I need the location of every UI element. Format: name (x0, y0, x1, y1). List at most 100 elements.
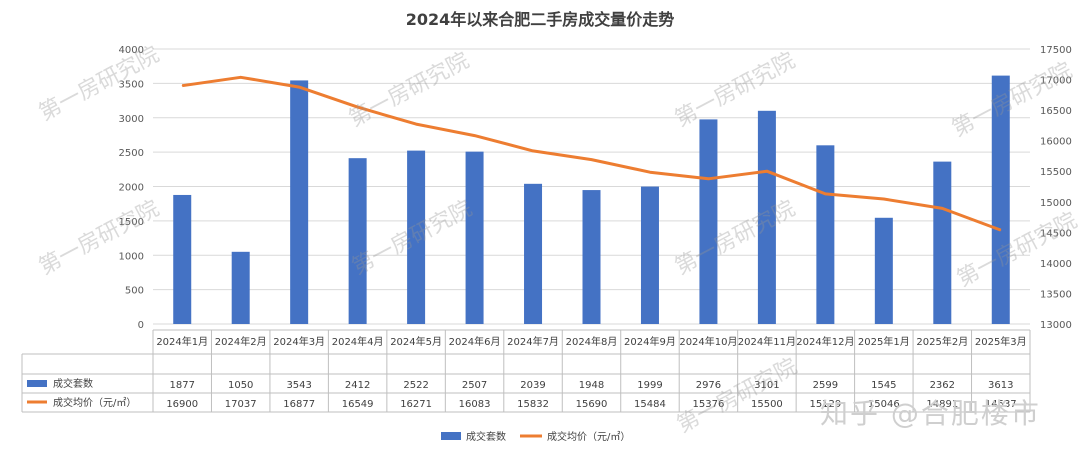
bar-mark (348, 158, 367, 324)
bar-mark (874, 217, 893, 324)
y-right-tick-label: 16000 (1040, 137, 1072, 148)
table-cell-value: 15376 (693, 399, 725, 410)
table-cell-value: 15832 (517, 399, 549, 410)
table-row-label: 成交套数 (53, 377, 93, 390)
table-cell-value: 16083 (459, 399, 491, 410)
table-cell-value: 1545 (871, 380, 896, 391)
bar-mark (699, 119, 718, 325)
y-left-tick-label: 4000 (119, 45, 144, 56)
table-cell-value: 15046 (868, 399, 900, 410)
table-cell-value: 2039 (520, 380, 545, 391)
legend-key-bar (441, 432, 461, 440)
y-right-tick-label: 17500 (1040, 45, 1072, 56)
x-tick-label: 2024年12月 (796, 335, 854, 348)
table-cell-value: 14891 (926, 399, 958, 410)
y-right-tick-label: 14000 (1040, 259, 1072, 270)
table-cell-value: 15500 (751, 399, 783, 410)
y-left-tick-label: 3500 (119, 79, 144, 90)
table-cell-value: 2599 (813, 380, 838, 391)
x-tick-label: 2024年6月 (449, 335, 501, 348)
y-left-tick-label: 3000 (119, 114, 144, 125)
bar-mark (640, 186, 659, 324)
y-right-tick-label: 17000 (1040, 76, 1072, 87)
bar-mark (933, 161, 952, 324)
x-tick-label: 2025年3月 (975, 335, 1027, 348)
line-point (532, 150, 534, 152)
legend-label: 成交套数 (466, 430, 506, 443)
y-right-tick-label: 15500 (1040, 167, 1072, 178)
y-left-tick-label: 500 (125, 286, 144, 297)
line-point (240, 76, 242, 78)
x-tick-label: 2024年10月 (679, 335, 737, 348)
table-cell-value: 2522 (403, 380, 428, 391)
x-tick-label: 2024年7月 (507, 335, 559, 348)
line-point (415, 123, 417, 125)
x-tick-label: 2024年8月 (566, 335, 618, 348)
bar-mark (465, 151, 484, 324)
table-cell-value: 1050 (228, 380, 253, 391)
table-cell-value: 15690 (576, 399, 608, 410)
table-cell-value: 16877 (283, 399, 315, 410)
table-row-label: 成交均价（元/㎡） (53, 396, 136, 409)
table-cell-value: 2362 (930, 380, 955, 391)
table-cell-value: 14537 (985, 399, 1017, 410)
x-tick-label: 2024年3月 (273, 335, 325, 348)
table-key-bar (27, 380, 47, 387)
bar-mark (757, 110, 776, 325)
x-tick-label: 2024年1月 (156, 335, 208, 348)
bar-mark (991, 75, 1010, 324)
x-tick-label: 2024年5月 (390, 335, 442, 348)
table-cell-value: 16900 (166, 399, 198, 410)
line-point (766, 170, 768, 172)
table-cell-value: 2412 (345, 380, 370, 391)
y-right-tick-label: 16500 (1040, 106, 1072, 117)
bar-mark (231, 251, 250, 324)
chart-title: 2024年以来合肥二手房成交量价走势 (406, 10, 675, 29)
line-point (298, 86, 300, 88)
x-tick-label: 2024年2月 (215, 335, 267, 348)
x-tick-label: 2024年9月 (624, 335, 676, 348)
y-left-tick-label: 2500 (119, 148, 144, 159)
table-cell-value: 17037 (225, 399, 257, 410)
y-right-tick-label: 13500 (1040, 289, 1072, 300)
y-left-tick-label: 2000 (119, 183, 144, 194)
line-point (649, 171, 651, 173)
line-point (591, 159, 592, 161)
line-point (181, 85, 183, 87)
y-right-tick-label: 14500 (1040, 228, 1072, 239)
line-point (357, 106, 359, 108)
table-cell-value: 2976 (696, 380, 721, 391)
table-cell-value: 3101 (754, 380, 779, 391)
bar-mark (290, 80, 309, 324)
bar-mark (524, 183, 543, 324)
table-cell-value: 1948 (579, 380, 604, 391)
line-point (883, 198, 885, 200)
line-point (941, 207, 943, 209)
y-right-tick-label: 13000 (1040, 320, 1072, 331)
brand-watermark: 知乎 @合肥楼市 (820, 397, 1041, 430)
table-cell-value: 1877 (170, 380, 195, 391)
bar-mark (173, 194, 192, 324)
legend-label: 成交均价（元/㎡） (547, 430, 630, 443)
table-cell-value: 15129 (809, 399, 841, 410)
bar-mark (816, 145, 835, 324)
table-cell-value: 2507 (462, 380, 487, 391)
bar-mark (582, 190, 601, 324)
y-right-tick-label: 15000 (1040, 198, 1072, 209)
table-cell-value: 15484 (634, 399, 666, 410)
line-point (707, 178, 709, 180)
y-left-tick-label: 1000 (119, 251, 144, 262)
table-cell-value: 1999 (637, 380, 662, 391)
table-cell-value: 16271 (400, 399, 432, 410)
line-point (1000, 229, 1002, 231)
x-tick-label: 2024年4月 (332, 335, 384, 348)
table-cell-value: 3543 (286, 380, 311, 391)
table-cell-value: 3613 (988, 380, 1013, 391)
bar-mark (407, 150, 426, 324)
x-tick-label: 2024年11月 (738, 335, 796, 348)
table-cell-value: 16549 (342, 399, 374, 410)
y-left-tick-label: 1500 (119, 217, 144, 228)
x-tick-label: 2025年2月 (916, 335, 968, 348)
line-point (824, 193, 826, 195)
